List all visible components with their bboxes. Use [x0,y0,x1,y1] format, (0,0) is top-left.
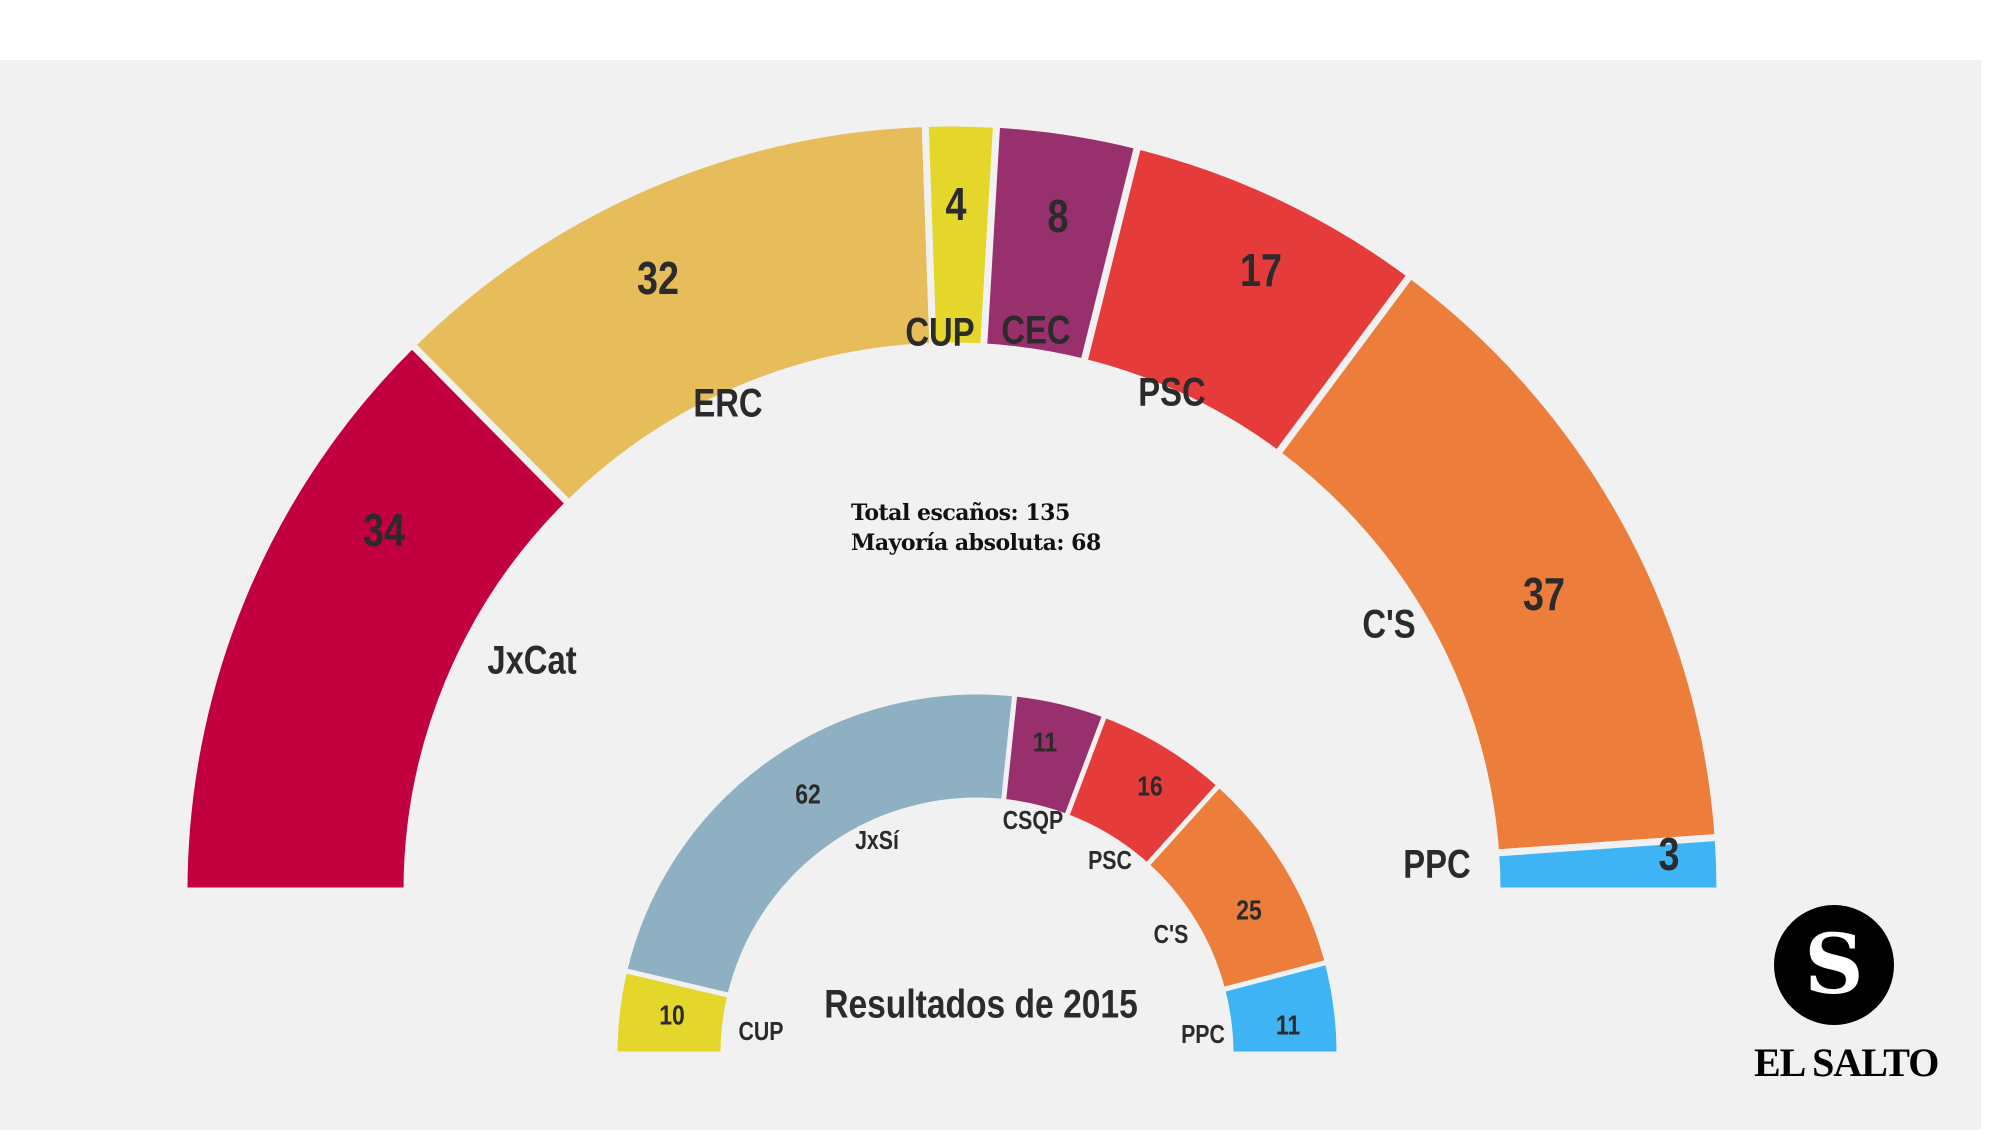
seat-count-cup: 10 [659,1000,685,1031]
party-label-cec: CEC [1001,307,1070,352]
party-label-csqp: CSQP [1003,806,1064,836]
seat-count-cup: 4 [946,179,968,230]
seat-count-c-s: 25 [1236,895,1262,926]
party-label-c-s: C'S [1362,601,1415,646]
party-label-psc: PSC [1088,846,1132,876]
party-label-jxs-: JxSí [855,826,900,856]
seat-count-erc: 32 [637,253,679,304]
seat-count-psc: 16 [1137,771,1163,802]
seat-segment-ppc [1491,833,1724,895]
seat-count-cec: 8 [1048,191,1069,242]
chart-title-2015: Resultados de 2015 [824,982,1138,1026]
seat-count-psc: 17 [1240,245,1282,296]
seat-segment-ppc [1219,959,1342,1057]
party-label-c-s: C'S [1154,920,1189,950]
party-label-psc: PSC [1138,369,1205,414]
seat-count-jxs-: 62 [795,779,821,810]
party-label-cup: CUP [738,1017,783,1047]
logo-text: EL SALTO [1754,1040,1939,1085]
party-label-ppc: PPC [1181,1020,1225,1050]
seat-segment-c-s [1272,270,1722,857]
party-label-erc: ERC [693,380,762,425]
party-label-cup: CUP [905,309,974,354]
seat-segment-jxs- [621,689,1018,999]
seat-count-ppc: 11 [1276,1010,1300,1041]
seat-count-csqp: 11 [1033,727,1057,758]
majority-note: Mayoría absoluta: 68 [851,530,1101,556]
total-seats-note: Total escaños: 135 [851,500,1070,526]
party-label-jxcat: JxCat [487,637,576,682]
chart-notes: Total escaños: 135 Mayoría absoluta: 68 [851,498,1101,558]
logo-s-icon: S [1774,905,1894,1025]
seat-count-jxcat: 34 [363,505,405,556]
seat-count-ppc: 3 [1659,829,1680,880]
party-label-ppc: PPC [1403,841,1470,886]
el-salto-logo: S EL SALTO [1754,905,1939,1086]
seat-count-c-s: 37 [1523,569,1565,620]
